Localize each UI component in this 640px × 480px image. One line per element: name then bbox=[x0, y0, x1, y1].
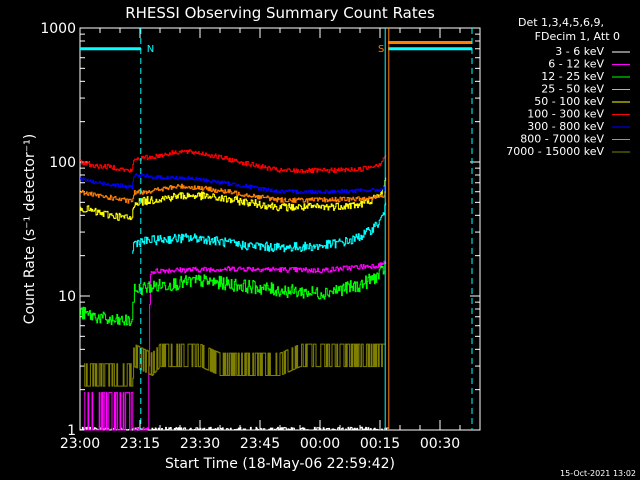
footer-timestamp: 15-Oct-2021 13:02 bbox=[560, 469, 636, 478]
chart-title: RHESSI Observing Summary Count Rates bbox=[125, 4, 435, 22]
x-tick-label: 23:15 bbox=[120, 436, 160, 452]
legend-label-4: 25 - 50 keV bbox=[541, 83, 604, 96]
x-tick-label: 00:30 bbox=[420, 436, 460, 452]
series-line-6 bbox=[80, 149, 387, 174]
legend-label-9: 7000 - 15000 keV bbox=[506, 145, 604, 158]
legend-label-1: 3 - 6 keV bbox=[555, 45, 604, 58]
axis-ticks: 23:00 23:15 23:30 23:45 00:00 00:15 00:30 1 10 10… bbox=[40, 21, 481, 452]
series-line-9 bbox=[84, 343, 386, 387]
series-line-1 bbox=[80, 426, 389, 431]
x-tick-label: 00:00 bbox=[300, 436, 340, 452]
x-axis-label: Start Time (18-May-06 22:59:42) bbox=[165, 456, 395, 472]
x-tick-label: 23:45 bbox=[240, 436, 280, 452]
y-tick-label: 100 bbox=[49, 155, 76, 171]
legend: Det 1,3,4,5,6,9, FDecim 1, Att 0 3 - 6 k… bbox=[506, 16, 630, 158]
legend-label-8: 800 - 7000 keV bbox=[520, 133, 604, 146]
legend-label-7: 300 - 800 keV bbox=[527, 120, 604, 133]
series-line-7 bbox=[80, 173, 387, 195]
series-line-3 bbox=[80, 262, 387, 326]
x-tick-label: 00:15 bbox=[360, 436, 400, 452]
legend-header-1: Det 1,3,4,5,6,9, bbox=[518, 16, 604, 29]
annotation-s: S bbox=[378, 44, 384, 55]
legend-header-2: FDecim 1, Att 0 bbox=[535, 30, 620, 43]
y-axis-label: Count Rate (s⁻¹ detector⁻¹) bbox=[22, 134, 38, 324]
x-tick-label: 23:00 bbox=[60, 436, 100, 452]
legend-label-3: 12 - 25 keV bbox=[541, 70, 604, 83]
y-tick-label: 10 bbox=[58, 289, 76, 305]
legend-label-6: 100 - 300 keV bbox=[527, 108, 604, 121]
annotation-n: N bbox=[147, 44, 154, 55]
x-tick-label: 23:30 bbox=[180, 436, 220, 452]
series-line-8 bbox=[80, 183, 387, 204]
legend-label-5: 50 - 100 keV bbox=[534, 95, 604, 108]
y-tick-label: 1000 bbox=[40, 21, 76, 37]
series-line-5 bbox=[80, 177, 387, 221]
series-line-4 bbox=[132, 202, 387, 254]
y-tick-label: 1 bbox=[67, 423, 76, 439]
legend-label-2: 6 - 12 keV bbox=[548, 58, 604, 71]
series-group bbox=[80, 149, 389, 431]
series-line-2 bbox=[84, 260, 387, 431]
